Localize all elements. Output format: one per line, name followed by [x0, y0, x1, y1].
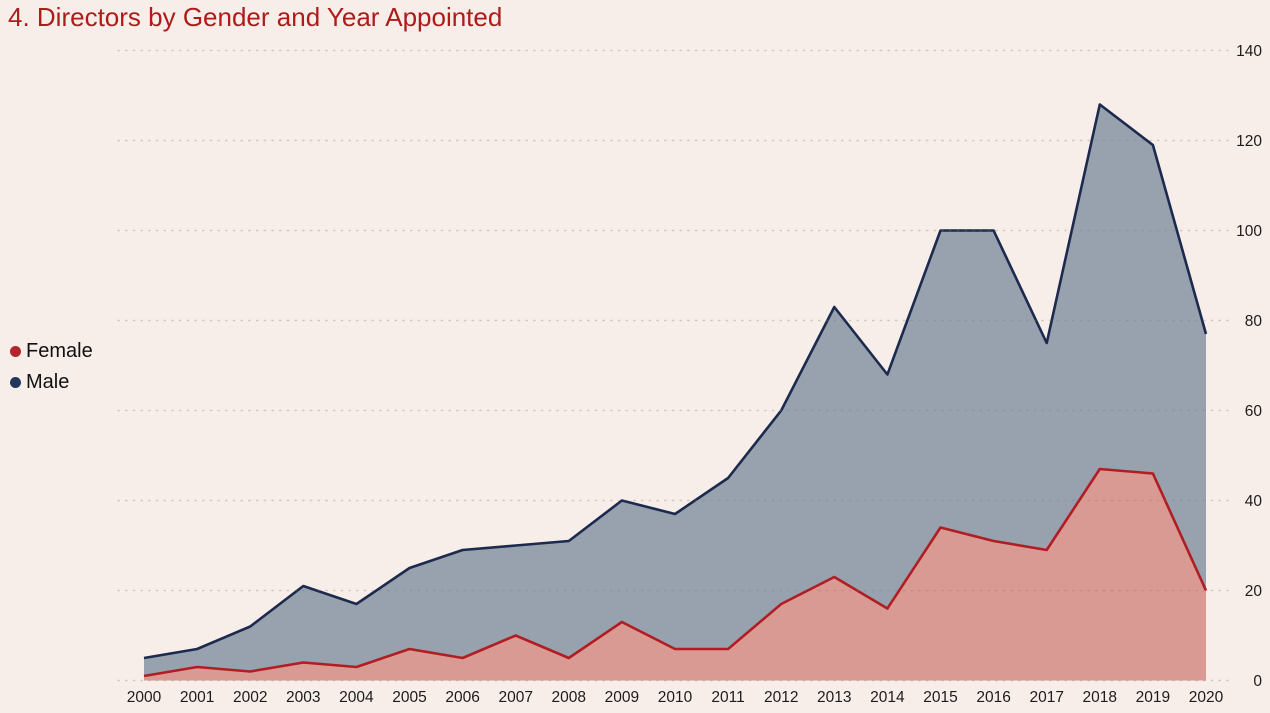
male-line [143, 103, 1208, 660]
x-tick-label: 2013 [817, 689, 851, 706]
x-tick-label: 2017 [1029, 689, 1063, 706]
male-area [144, 104, 1206, 676]
legend-dot-male [10, 377, 21, 388]
x-tick-label: 2000 [127, 689, 162, 706]
y-tick-label: 20 [1245, 583, 1263, 600]
x-tick-label: 2004 [339, 689, 374, 706]
x-tick-label: 2005 [392, 689, 426, 706]
y-tick-label: 60 [1245, 403, 1263, 420]
x-tick-label: 2001 [180, 689, 214, 706]
y-tick-label: 0 [1253, 673, 1262, 690]
y-tick-label: 140 [1236, 43, 1262, 60]
legend-item-male: Male [10, 371, 93, 394]
x-tick-label: 2003 [286, 689, 320, 706]
x-tick-label: 2010 [658, 689, 693, 706]
legend: Female Male [10, 340, 93, 394]
chart-title: 4. Directors by Gender and Year Appointe… [8, 2, 503, 32]
x-tick-label: 2009 [605, 689, 639, 706]
female-area [144, 469, 1206, 681]
x-tick-label: 2006 [445, 689, 479, 706]
y-tick-label: 120 [1236, 133, 1262, 150]
series-lines [143, 103, 1208, 678]
x-tick-label: 2007 [498, 689, 532, 706]
x-tick-label: 2019 [1136, 689, 1170, 706]
x-tick-label: 2008 [552, 689, 586, 706]
legend-label: Male [26, 371, 70, 393]
x-tick-label: 2020 [1189, 689, 1224, 706]
x-tick-label: 2015 [923, 689, 957, 706]
x-tick-label: 2018 [1083, 689, 1117, 706]
x-tick-label: 2014 [870, 689, 905, 706]
y-tick-label: 100 [1236, 223, 1262, 240]
y-tick-label: 40 [1245, 493, 1263, 510]
legend-item-female: Female [10, 340, 93, 363]
gridlines [117, 49, 1229, 682]
y-axis-labels: 0 20 40 60 80 100 120 140 [1236, 43, 1262, 690]
area-fills [144, 104, 1206, 681]
x-tick-label: 2016 [976, 689, 1010, 706]
female-line [143, 467, 1208, 678]
y-tick-label: 80 [1245, 313, 1263, 330]
x-tick-label: 2012 [764, 689, 798, 706]
x-tick-label: 2011 [711, 689, 744, 706]
x-axis-labels: 2000 2001 2002 2003 2004 2005 2006 2007 2008 2009… [127, 689, 1224, 706]
legend-dot-female [10, 346, 21, 357]
legend-label: Female [26, 340, 93, 362]
x-tick-label: 2002 [233, 689, 267, 706]
